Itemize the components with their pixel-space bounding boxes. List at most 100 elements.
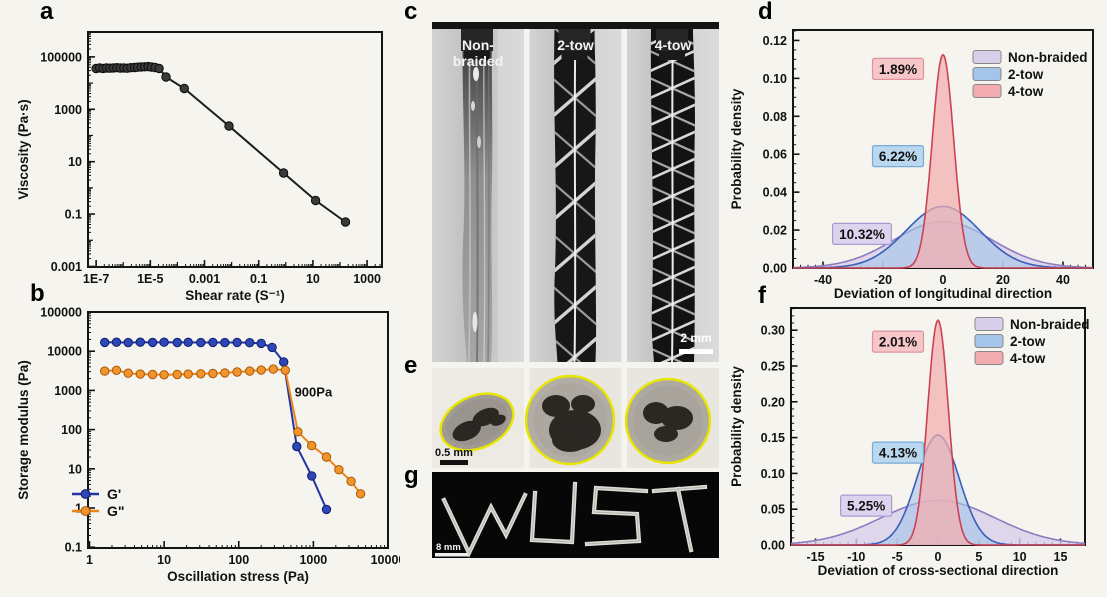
chart-storage-modulus: 1 10 100 1000 10000 100000 10000 1000 100 10 1 0.1 G… bbox=[8, 298, 405, 597]
svg-text:0.02: 0.02 bbox=[763, 224, 787, 238]
svg-text:10.32%: 10.32% bbox=[839, 227, 885, 242]
panel-label-e: e bbox=[404, 352, 418, 379]
y-axis-title: Viscosity (Pa·s) bbox=[16, 99, 31, 199]
panel-c-svg: Non-braided 2-tow 4-tow 2 mm bbox=[432, 22, 719, 362]
svg-text:0.001: 0.001 bbox=[189, 272, 220, 286]
svg-text:1000: 1000 bbox=[54, 103, 82, 117]
svg-text:0.06: 0.06 bbox=[763, 148, 787, 162]
y-axis-title: Probability density bbox=[729, 366, 744, 487]
chart-cross-sectional-deviation: -15 -10 -5 0 5 10 15 0.00 0.05 0.10 0.15 0.20 0.25 0.… bbox=[725, 296, 1107, 597]
panel-label-a: a bbox=[40, 0, 54, 25]
panel-label-c: c bbox=[404, 0, 418, 25]
x-axis-title: Deviation of longitudinal direction bbox=[834, 286, 1052, 301]
series-4-tow bbox=[791, 318, 1085, 546]
svg-text:1000: 1000 bbox=[299, 553, 327, 567]
annotation: 900Pa bbox=[295, 384, 333, 399]
scale-bar bbox=[440, 460, 468, 465]
chart-b-svg: 1 10 100 1000 10000 100000 10000 1000 100 10 1 0.1 G… bbox=[16, 306, 405, 585]
svg-text:0.1: 0.1 bbox=[250, 272, 267, 286]
svg-text:10: 10 bbox=[68, 155, 82, 169]
svg-text:-15: -15 bbox=[806, 550, 824, 564]
svg-text:0.08: 0.08 bbox=[763, 110, 787, 124]
percent-label: 1.89% bbox=[871, 57, 925, 80]
photo-braided-samples: Non-braided 2-tow 4-tow 2 mm bbox=[432, 22, 719, 367]
y-axis-title: Storage modulus (Pa) bbox=[16, 360, 31, 500]
legend-label-G": G" bbox=[107, 503, 125, 519]
cross-section-2 bbox=[624, 377, 712, 465]
x-axis-title: Oscillation stress (Pa) bbox=[167, 569, 309, 584]
svg-text:1: 1 bbox=[86, 553, 93, 567]
series-viscosity bbox=[91, 61, 351, 227]
svg-text:1.89%: 1.89% bbox=[879, 62, 917, 77]
svg-text:-5: -5 bbox=[892, 550, 903, 564]
legend: G'G" bbox=[72, 486, 125, 519]
svg-text:0.10: 0.10 bbox=[761, 467, 785, 481]
svg-text:0.12: 0.12 bbox=[763, 34, 787, 48]
svg-text:100000: 100000 bbox=[40, 306, 82, 320]
sample-photo-0: Non-braided bbox=[432, 22, 524, 362]
legend-label-2-tow: 2-tow bbox=[1010, 334, 1046, 349]
svg-text:0.30: 0.30 bbox=[761, 324, 785, 338]
sample-label: Non- bbox=[462, 37, 494, 53]
axis-ticks bbox=[88, 311, 389, 549]
sample-label: braided bbox=[453, 53, 504, 69]
fixture-bar bbox=[432, 22, 719, 29]
svg-text:0.25: 0.25 bbox=[761, 359, 785, 373]
cross-section-1 bbox=[524, 374, 616, 466]
percent-label: 4.13% bbox=[871, 441, 925, 464]
svg-text:100000: 100000 bbox=[40, 50, 82, 64]
percent-label: 5.25% bbox=[840, 494, 893, 517]
axis-tick-labels: -15 -10 -5 0 5 10 15 0.00 0.05 0.10 0.15 0.20 0.25 0.… bbox=[761, 324, 1068, 564]
percent-label: 10.32% bbox=[831, 222, 892, 245]
svg-text:100: 100 bbox=[61, 423, 82, 437]
svg-text:10000: 10000 bbox=[47, 345, 82, 359]
y-axis-title: Probability density bbox=[729, 88, 744, 209]
svg-text:0.1: 0.1 bbox=[65, 541, 82, 555]
axis-tick-labels: 1 10 100 1000 10000 100000 10000 1000 100 10 1 0.1 bbox=[40, 306, 405, 568]
chart-f-svg: -15 -10 -5 0 5 10 15 0.00 0.05 0.10 0.15 0.20 0.25 0.… bbox=[729, 307, 1090, 578]
axis-tick-labels: 1E-7 1E-5 0.001 0.1 10 1000 100000 1000 10 0.1 0.0… bbox=[40, 50, 381, 286]
svg-text:0.00: 0.00 bbox=[763, 262, 787, 276]
svg-text:1000: 1000 bbox=[54, 384, 82, 398]
panel-e-svg: 0.5 mm bbox=[432, 368, 719, 468]
svg-text:10: 10 bbox=[1013, 550, 1027, 564]
svg-text:0.20: 0.20 bbox=[761, 395, 785, 409]
sample-label: 4-tow bbox=[655, 37, 692, 53]
svg-text:100: 100 bbox=[228, 553, 249, 567]
sample-photo-2: 4-tow bbox=[627, 22, 719, 362]
legend: Non-braided 2-tow 4-tow bbox=[972, 50, 1088, 99]
legend-label-Non-braided: Non-braided bbox=[1010, 317, 1090, 332]
series-G" bbox=[100, 364, 366, 499]
chart-a-svg: 1E-7 1E-5 0.001 0.1 10 1000 100000 1000 10 0.1 0.0… bbox=[16, 31, 383, 303]
axis-ticks bbox=[88, 32, 381, 268]
svg-text:6.22%: 6.22% bbox=[879, 149, 917, 164]
braid-stripes bbox=[650, 28, 695, 362]
plot-frame bbox=[87, 311, 389, 549]
svg-text:-40: -40 bbox=[814, 273, 832, 287]
legend-label-Non-braided: Non-braided bbox=[1008, 50, 1088, 65]
legend-label-2-tow: 2-tow bbox=[1008, 67, 1044, 82]
svg-text:0: 0 bbox=[940, 273, 947, 287]
scale-bar bbox=[679, 349, 713, 354]
svg-text:1000: 1000 bbox=[353, 272, 381, 286]
photo-cross-sections: 0.5 mm bbox=[432, 368, 719, 473]
svg-text:10: 10 bbox=[306, 272, 320, 286]
panel-g-svg: 8 mm bbox=[432, 472, 719, 558]
panel-label-b: b bbox=[30, 280, 45, 307]
svg-text:0.10: 0.10 bbox=[763, 72, 787, 86]
legend-label-G': G' bbox=[107, 486, 121, 502]
svg-text:2.01%: 2.01% bbox=[879, 335, 917, 350]
legend-label-4-tow: 4-tow bbox=[1010, 351, 1046, 366]
percent-label: 2.01% bbox=[871, 330, 925, 353]
clamp bbox=[461, 29, 493, 51]
x-axis-title: Shear rate (S⁻¹) bbox=[185, 288, 284, 303]
legend: Non-braided 2-tow 4-tow bbox=[974, 317, 1090, 366]
svg-text:5.25%: 5.25% bbox=[847, 499, 885, 514]
legend-label-4-tow: 4-tow bbox=[1008, 84, 1044, 99]
chart-longitudinal-deviation: -40 -20 0 20 40 0.00 0.02 0.04 0.06 0.08 0.10 0.12 N… bbox=[725, 4, 1107, 307]
photo-printed-wust: 8 mm bbox=[432, 472, 719, 563]
printed-word bbox=[441, 481, 708, 558]
svg-text:10: 10 bbox=[157, 553, 171, 567]
svg-text:15: 15 bbox=[1054, 550, 1068, 564]
